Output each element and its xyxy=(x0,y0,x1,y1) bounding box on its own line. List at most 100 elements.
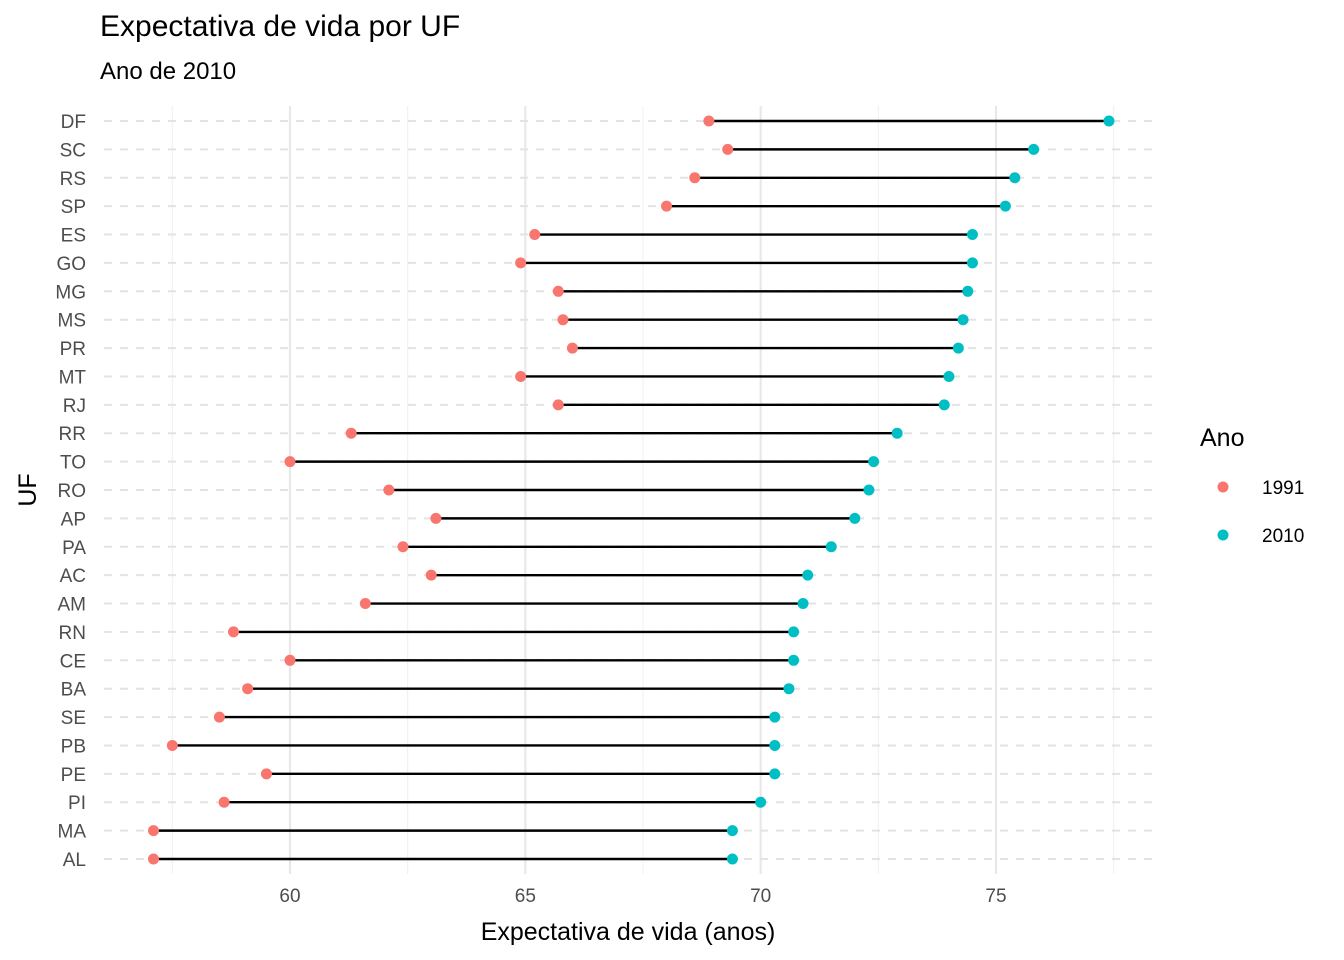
y-tick-label: PB xyxy=(61,736,86,757)
legend-label-2010: 2010 xyxy=(1262,526,1304,547)
point-1991-pr xyxy=(566,342,578,354)
point-1991-sp xyxy=(661,200,673,212)
y-tick-label: RR xyxy=(59,424,86,445)
point-2010-df xyxy=(1103,115,1115,127)
point-1991-pe xyxy=(260,768,272,780)
data-points xyxy=(148,115,1115,865)
y-tick-label: MT xyxy=(59,367,87,388)
point-2010-ro xyxy=(863,484,875,496)
point-1991-pa xyxy=(397,541,409,553)
y-tick-label: PA xyxy=(62,538,86,559)
y-axis-title: UF xyxy=(14,473,42,506)
y-tick-label: DF xyxy=(61,112,86,133)
point-1991-ma xyxy=(148,825,160,837)
point-2010-ma xyxy=(726,825,738,837)
chart-subtitle: Ano de 2010 xyxy=(100,58,237,85)
y-tick-label: AP xyxy=(61,509,86,530)
point-1991-pb xyxy=(166,739,178,751)
x-tick-labels: 60 65 70 75 xyxy=(279,886,1006,907)
point-2010-ap xyxy=(849,512,861,524)
point-2010-ac xyxy=(802,569,814,581)
point-2010-sp xyxy=(999,200,1011,212)
y-tick-label: MA xyxy=(58,822,87,843)
point-1991-ro xyxy=(383,484,395,496)
y-tick-label: ES xyxy=(61,226,86,247)
point-2010-sc xyxy=(1028,143,1040,155)
point-1991-mt xyxy=(515,370,527,382)
point-1991-rn xyxy=(228,626,240,638)
point-1991-sc xyxy=(722,143,734,155)
y-tick-label: MG xyxy=(55,282,86,303)
legend: Ano 1991 2010 xyxy=(1200,424,1304,547)
point-1991-to xyxy=(284,456,296,468)
point-1991-go xyxy=(515,257,527,269)
point-2010-go xyxy=(966,257,978,269)
point-2010-pb xyxy=(769,739,781,751)
point-2010-rs xyxy=(1009,172,1021,184)
point-2010-mt xyxy=(943,370,955,382)
x-tick-label: 60 xyxy=(279,886,300,907)
y-tick-label: MS xyxy=(58,311,87,332)
legend-key-1991 xyxy=(1217,481,1229,493)
point-1991-se xyxy=(213,711,225,723)
point-1991-ms xyxy=(557,314,569,326)
y-tick-label: GO xyxy=(56,254,86,275)
dumbbell-segments xyxy=(153,119,1109,861)
y-tick-label: TO xyxy=(60,453,86,474)
point-1991-pi xyxy=(218,796,230,808)
point-1991-ce xyxy=(284,654,296,666)
y-tick-label: CE xyxy=(60,651,86,672)
point-2010-pi xyxy=(755,796,767,808)
legend-key-2010 xyxy=(1217,529,1229,541)
y-tick-label: PI xyxy=(68,793,86,814)
point-2010-al xyxy=(726,853,738,865)
point-2010-ba xyxy=(783,683,795,695)
point-1991-am xyxy=(359,598,371,610)
point-1991-ac xyxy=(425,569,437,581)
point-2010-es xyxy=(966,229,978,241)
y-tick-labels: DF SC RS SP ES GO MG MS PR MT RJ RR TO RO AP PA AC AM RN CE… xyxy=(55,112,86,871)
y-tick-label: PE xyxy=(61,765,86,786)
point-1991-ba xyxy=(242,683,254,695)
point-1991-rj xyxy=(552,399,564,411)
point-1991-ap xyxy=(430,512,442,524)
point-2010-se xyxy=(769,711,781,723)
point-2010-mg xyxy=(962,285,974,297)
legend-title: Ano xyxy=(1200,424,1244,452)
y-tick-label: BA xyxy=(61,680,87,701)
legend-label-1991: 1991 xyxy=(1262,478,1304,499)
point-1991-mg xyxy=(552,285,564,297)
point-2010-am xyxy=(797,598,809,610)
point-1991-rs xyxy=(689,172,701,184)
point-2010-pe xyxy=(769,768,781,780)
y-tick-label: SC xyxy=(60,140,86,161)
y-tick-label: AL xyxy=(63,850,86,871)
x-axis-title: Expectativa de vida (anos) xyxy=(481,918,776,946)
y-tick-label: AC xyxy=(60,566,86,587)
point-2010-pa xyxy=(825,541,837,553)
y-tick-label: SE xyxy=(61,708,86,729)
y-tick-label: PR xyxy=(60,339,86,360)
point-2010-rj xyxy=(938,399,950,411)
x-tick-label: 70 xyxy=(750,886,771,907)
point-1991-df xyxy=(703,115,715,127)
y-tick-label: SP xyxy=(61,197,86,218)
x-tick-label: 75 xyxy=(985,886,1006,907)
point-2010-ce xyxy=(788,654,800,666)
point-1991-es xyxy=(529,229,541,241)
point-1991-rr xyxy=(345,427,357,439)
point-2010-ms xyxy=(957,314,969,326)
chart-title: Expectativa de vida por UF xyxy=(100,10,461,43)
y-tick-label: RJ xyxy=(63,396,86,417)
point-2010-rn xyxy=(788,626,800,638)
point-2010-to xyxy=(868,456,880,468)
y-tick-label: RN xyxy=(59,623,86,644)
point-2010-pr xyxy=(952,342,964,354)
point-1991-al xyxy=(148,853,160,865)
y-tick-label: RO xyxy=(58,481,87,502)
point-2010-rr xyxy=(891,427,903,439)
x-tick-label: 65 xyxy=(515,886,536,907)
y-tick-label: AM xyxy=(58,595,87,616)
y-tick-label: RS xyxy=(60,169,86,190)
